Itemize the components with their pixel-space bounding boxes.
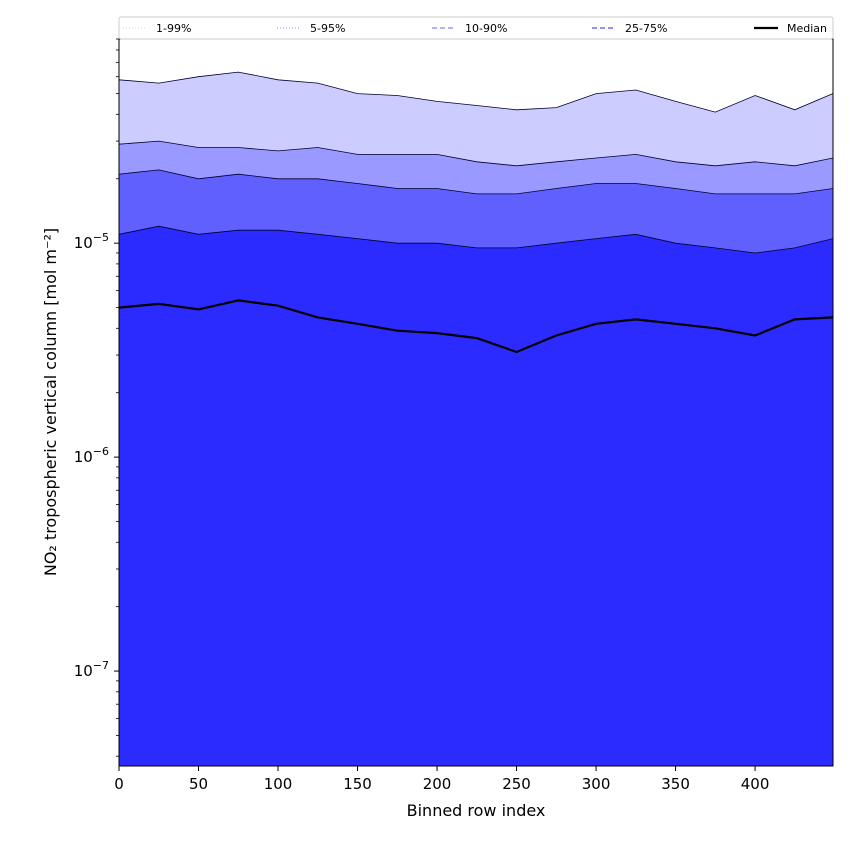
median-line <box>119 299 833 354</box>
band-inner <box>119 225 833 766</box>
x-tick-label: 300 <box>582 775 611 793</box>
legend-label: 5-95% <box>310 22 345 35</box>
legend-label: 10-90% <box>465 22 507 35</box>
y-tick-label: 10−7 <box>74 659 109 680</box>
x-tick-label: 350 <box>661 775 690 793</box>
y-axis-label: NO₂ tropospheric vertical column [mol m⁻… <box>41 228 60 576</box>
percentile-bands <box>119 39 833 766</box>
legend-label: Median <box>787 22 827 35</box>
x-tick-label: 200 <box>423 775 452 793</box>
x-tick-label: 250 <box>502 775 531 793</box>
y-tick-label: 10−5 <box>74 231 109 252</box>
legend-label: 25-75% <box>625 22 667 35</box>
y-tick-label: 10−6 <box>74 445 109 466</box>
axes: 0 50 100 150 200 250 300 350 400 10−7 10−6 10−5 <box>74 38 834 793</box>
x-tick-label: 0 <box>114 775 124 793</box>
x-tick-label: 50 <box>189 775 208 793</box>
x-axis-label: Binned row index <box>407 801 546 820</box>
median-layer <box>119 299 833 354</box>
x-tick-label: 100 <box>264 775 293 793</box>
x-tick-label: 400 <box>741 775 770 793</box>
x-tick-label: 150 <box>343 775 372 793</box>
legend: 1-99% 5-95% 10-90% 25-75% Median <box>118 16 834 40</box>
legend-box <box>118 16 834 40</box>
legend-label: 1-99% <box>156 22 191 35</box>
